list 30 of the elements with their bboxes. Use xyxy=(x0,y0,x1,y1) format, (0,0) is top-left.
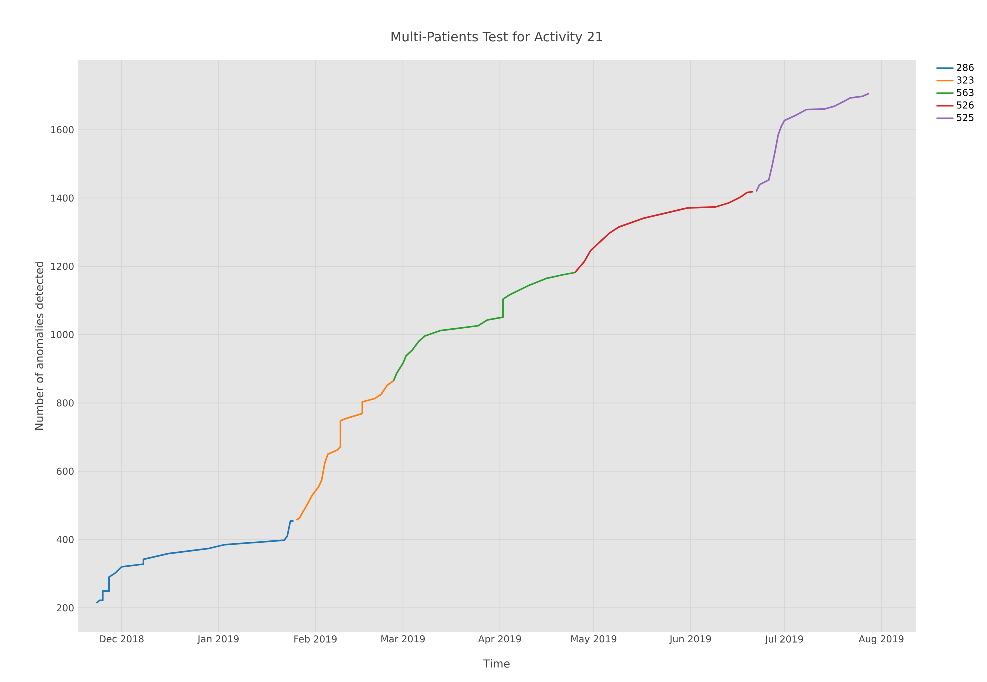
line-series xyxy=(756,92,870,193)
line-series xyxy=(296,380,395,522)
legend-label: 563 xyxy=(957,89,974,96)
y-tick-label: 800 xyxy=(57,400,74,407)
line-series xyxy=(393,272,576,382)
legend-label: 323 xyxy=(957,76,974,84)
legend-label: 525 xyxy=(957,114,974,122)
x-tick-label: Mar 2019 xyxy=(382,635,426,643)
x-tick-label: Jan 2019 xyxy=(197,635,239,644)
x-tick-label: May 2019 xyxy=(572,635,617,644)
x-tick-label: Aug 2019 xyxy=(858,635,904,644)
x-tick-label: Jul 2019 xyxy=(764,636,804,645)
y-tick-label: 400 xyxy=(56,536,74,544)
x-tick-label: Jun 2019 xyxy=(669,635,712,644)
line-series xyxy=(574,191,754,274)
y-tick-label: 1400 xyxy=(51,194,74,202)
legend-label: 286 xyxy=(957,64,974,72)
legend-label: 526 xyxy=(957,102,974,109)
y-tick-label: 1000 xyxy=(51,331,74,338)
x-tick-label: Dec 2018 xyxy=(100,635,144,643)
y-tick-label: 600 xyxy=(57,468,74,476)
chart-title: Multi-Patients Test for Activity 21 xyxy=(392,32,602,44)
line-series xyxy=(96,520,295,604)
x-tick-label: Apr 2019 xyxy=(478,635,522,644)
x-tick-label: Feb 2019 xyxy=(294,636,337,643)
x-axis-title: Time xyxy=(484,659,510,668)
y-axis-title: Number of anomalies detected xyxy=(35,262,44,430)
y-tick-label: 200 xyxy=(57,604,74,612)
y-tick-label: 1200 xyxy=(51,263,74,270)
y-tick-label: 1600 xyxy=(51,126,74,134)
